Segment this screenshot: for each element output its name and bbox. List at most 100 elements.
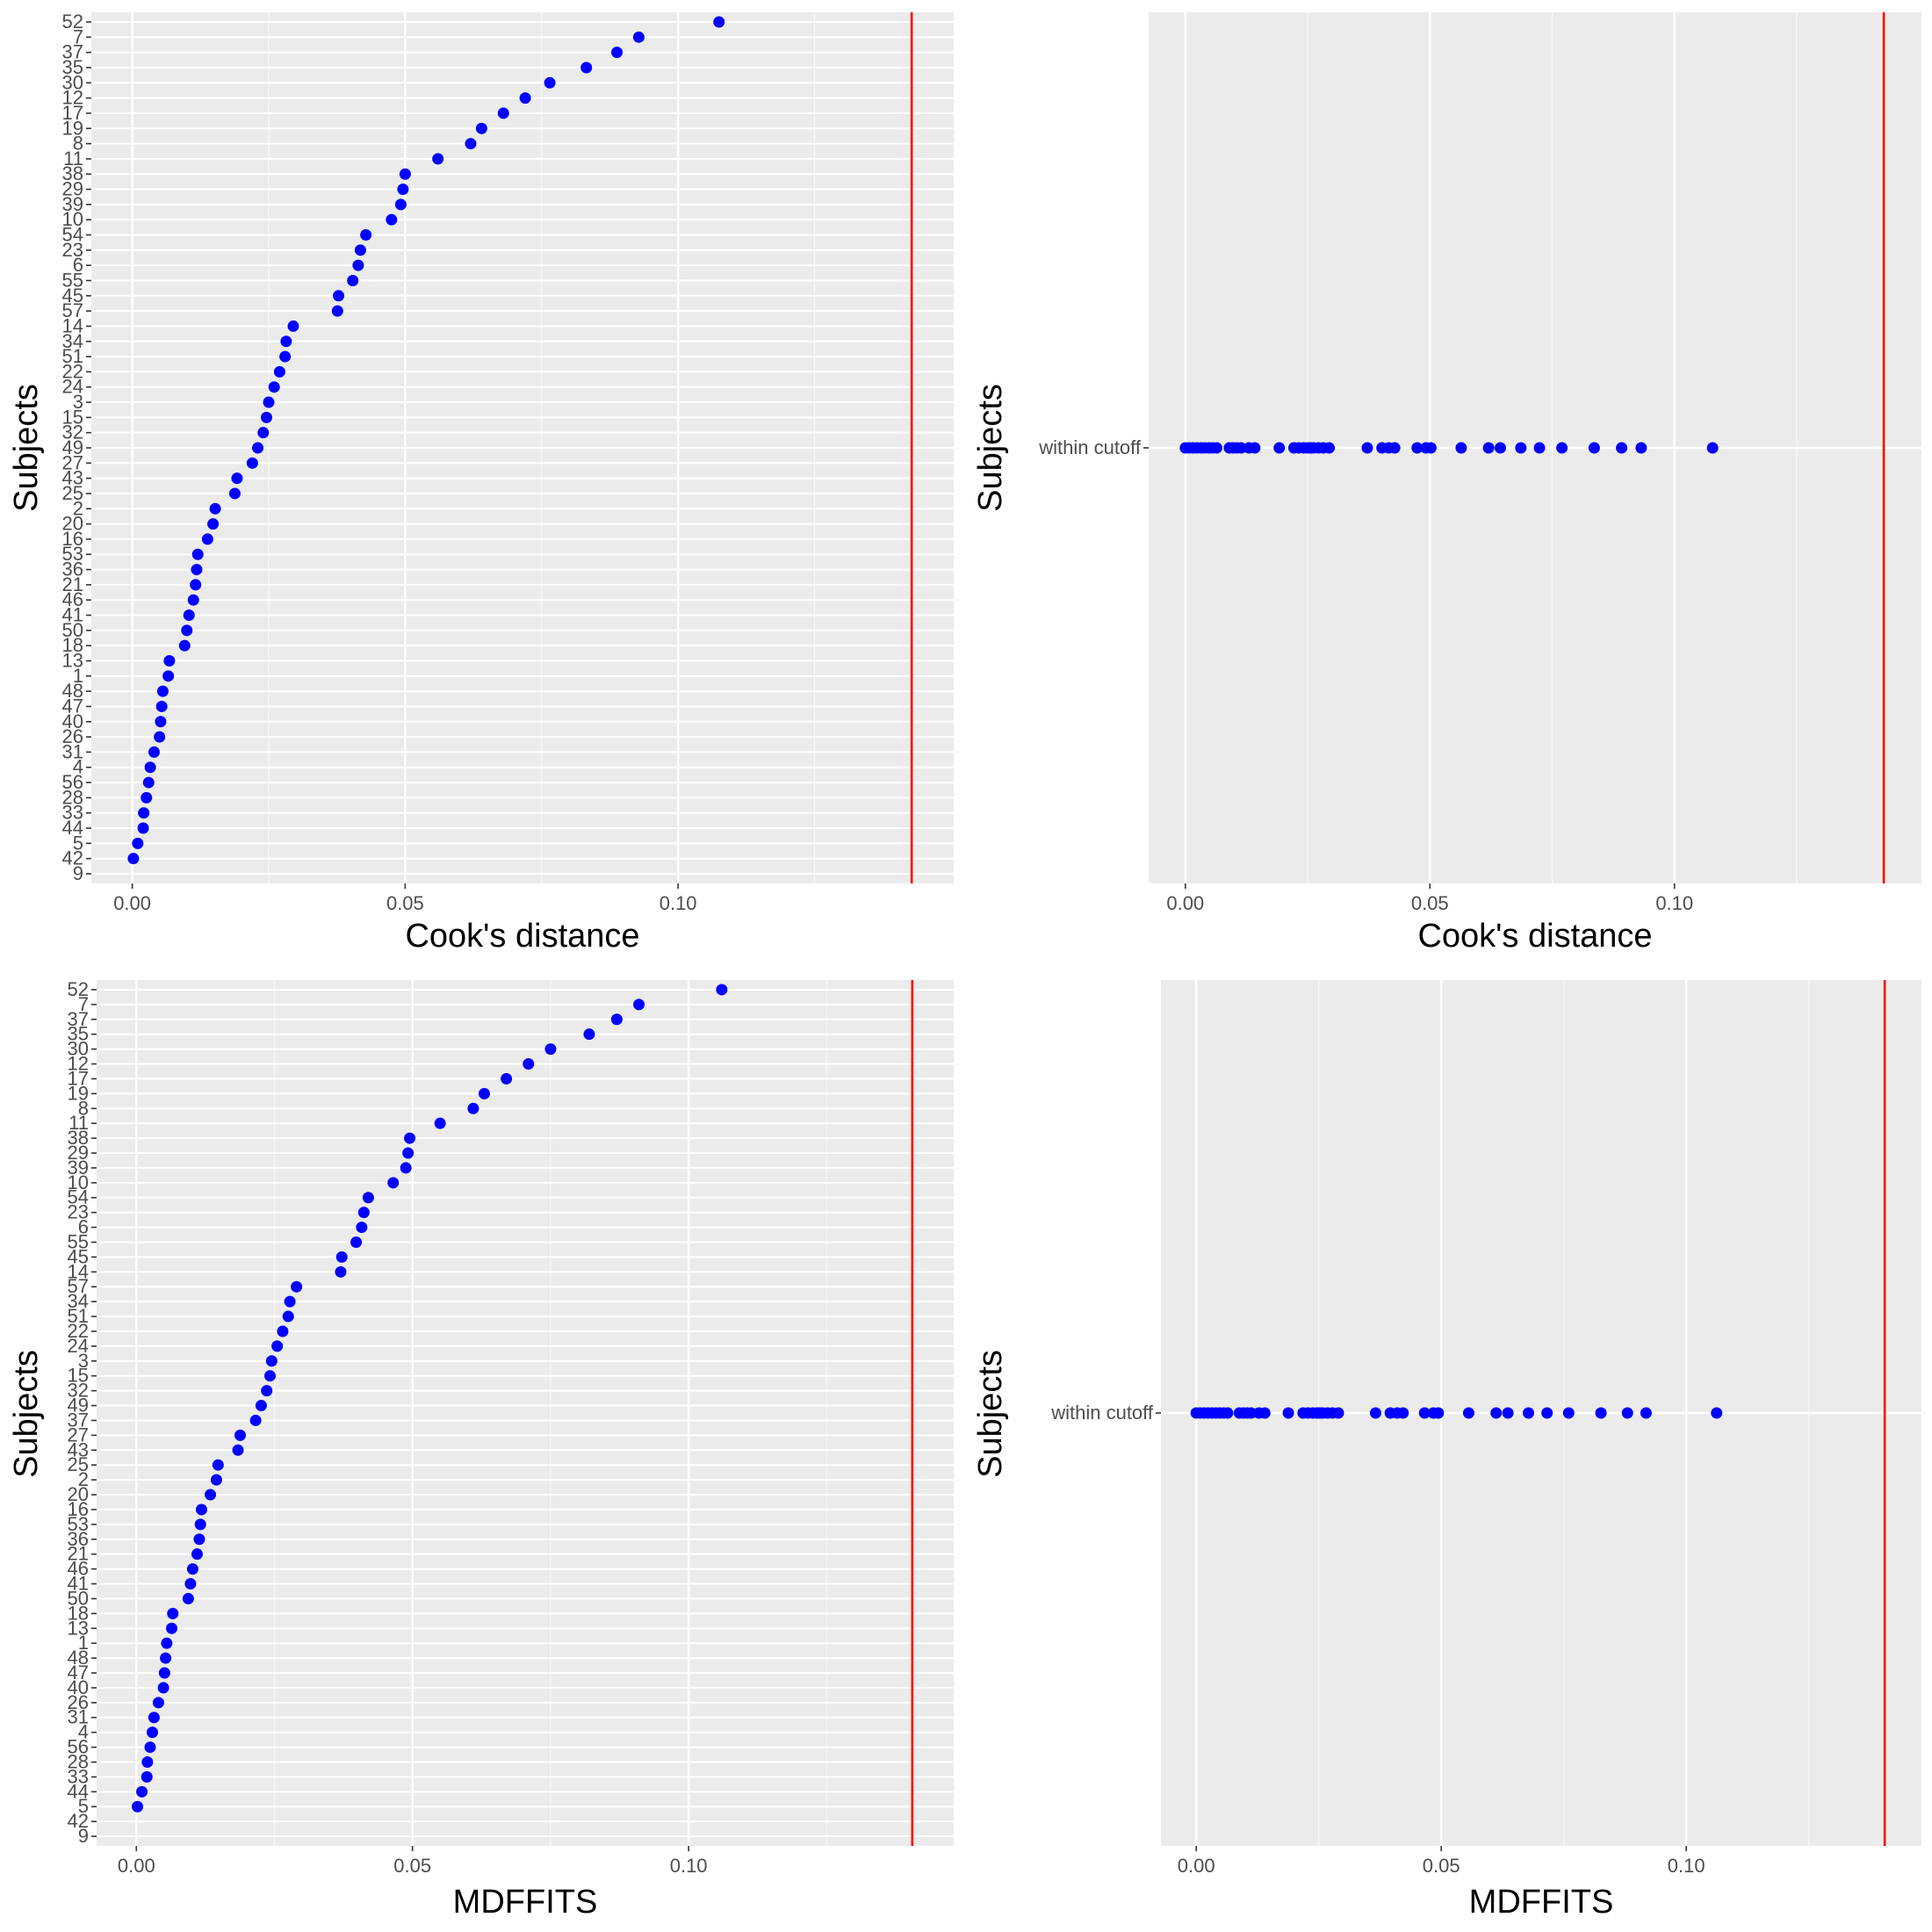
y-tick-label: 27 [68, 1424, 89, 1445]
y-tick-label: 21 [68, 1543, 89, 1565]
data-point [157, 1682, 169, 1694]
y-tick-label: 40 [62, 710, 83, 732]
data-point [1369, 1407, 1381, 1419]
y-tick-label: 8 [73, 133, 83, 155]
data-point [1635, 442, 1647, 454]
y-tick-label: 55 [68, 1230, 89, 1252]
data-point [212, 1459, 224, 1471]
data-point [1711, 1407, 1723, 1419]
data-point [386, 213, 398, 226]
y-tick-label: within cutoff [1050, 1402, 1154, 1424]
y-tick-label: 3 [78, 1350, 89, 1372]
y-tick-label: 57 [68, 1275, 89, 1297]
y-tick-label: 52 [62, 11, 83, 32]
data-point [127, 853, 140, 865]
x-tick-label: 0.00 [1178, 1855, 1215, 1877]
y-tick-label: 46 [68, 1558, 89, 1580]
data-point [331, 305, 343, 317]
data-point [162, 670, 175, 682]
data-point [191, 564, 203, 576]
data-point [501, 1072, 513, 1085]
data-point [1490, 1407, 1503, 1419]
data-point [354, 244, 366, 256]
data-point [1541, 1407, 1554, 1419]
y-tick-label: 13 [62, 649, 83, 671]
y-tick-label: 52 [68, 978, 89, 1000]
y-tick-label: 14 [68, 1260, 89, 1282]
y-tick-label: 51 [68, 1305, 89, 1327]
data-point [1455, 442, 1467, 454]
y-tick-label: 11 [63, 148, 83, 169]
y-tick-label: 10 [68, 1171, 89, 1193]
y-tick-label: 38 [62, 162, 83, 184]
data-point [1482, 442, 1495, 454]
data-point [132, 1800, 144, 1813]
data-point [335, 1265, 347, 1278]
y-tick-label: 48 [62, 680, 83, 702]
x-tick-label: 0.00 [1166, 892, 1204, 914]
y-tick-label: 21 [62, 573, 83, 595]
data-point [190, 579, 202, 591]
data-point [357, 1207, 370, 1219]
x-axis-title: Cook's distance [1417, 918, 1652, 955]
y-tick-label: 36 [68, 1528, 89, 1550]
y-tick-label: 26 [62, 725, 83, 747]
y-tick-label: 35 [62, 56, 83, 78]
data-point [191, 548, 204, 560]
data-point [158, 1667, 170, 1679]
data-point [1515, 442, 1527, 454]
data-point [347, 274, 359, 286]
data-point [167, 1607, 179, 1619]
y-tick-label: 12 [68, 1053, 89, 1075]
y-tick-label: 34 [62, 330, 83, 352]
y-tick-label: 42 [68, 1810, 89, 1832]
data-point [1533, 442, 1546, 454]
data-point [1210, 442, 1222, 454]
y-tick-label: 9 [78, 1825, 89, 1847]
y-tick-label: 36 [62, 559, 83, 580]
y-tick-label: 2 [78, 1468, 89, 1490]
y-tick-label: 37 [68, 1409, 89, 1431]
data-point [350, 1236, 363, 1248]
y-tick-label: 16 [68, 1498, 89, 1520]
y-tick-label: 43 [68, 1438, 89, 1460]
x-tick-label: 0.05 [386, 892, 424, 914]
data-point [1706, 442, 1719, 454]
x-axis-title: MDFFITS [1469, 1884, 1614, 1921]
chart-panel-top-left: 5273735301217198113829391054236554557143… [8, 11, 954, 955]
data-point [195, 1503, 207, 1516]
data-point [1494, 442, 1506, 454]
data-point [183, 609, 195, 622]
data-point [583, 1028, 595, 1041]
y-tick-label: 48 [68, 1647, 89, 1669]
data-point [580, 61, 593, 74]
y-tick-label: 7 [78, 993, 89, 1015]
y-tick-label: 19 [68, 1082, 89, 1104]
data-point [249, 1414, 262, 1426]
data-point [1595, 1407, 1607, 1419]
y-tick-label: 33 [68, 1765, 89, 1787]
y-tick-label: 54 [68, 1186, 89, 1208]
y-tick-label: 53 [62, 543, 83, 565]
x-tick-label: 0.00 [118, 1855, 155, 1877]
y-tick-label: 55 [62, 269, 83, 291]
y-tick-label: 6 [78, 1216, 89, 1238]
y-tick-label: 43 [62, 467, 83, 489]
data-point [1432, 1407, 1445, 1419]
y-tick-label: 29 [62, 178, 83, 200]
y-tick-label: 3 [73, 391, 83, 413]
data-point [163, 654, 176, 667]
data-point [142, 776, 155, 789]
data-point [148, 1712, 160, 1724]
x-tick-label: 0.10 [660, 892, 697, 914]
y-tick-label: 30 [68, 1038, 89, 1060]
data-point [1424, 442, 1437, 454]
y-tick-label: 53 [68, 1513, 89, 1535]
y-tick-label: 25 [68, 1453, 89, 1475]
data-point [152, 1697, 164, 1709]
data-point [1640, 1407, 1652, 1419]
x-tick-label: 0.00 [113, 892, 151, 914]
y-tick-label: 41 [68, 1573, 89, 1595]
